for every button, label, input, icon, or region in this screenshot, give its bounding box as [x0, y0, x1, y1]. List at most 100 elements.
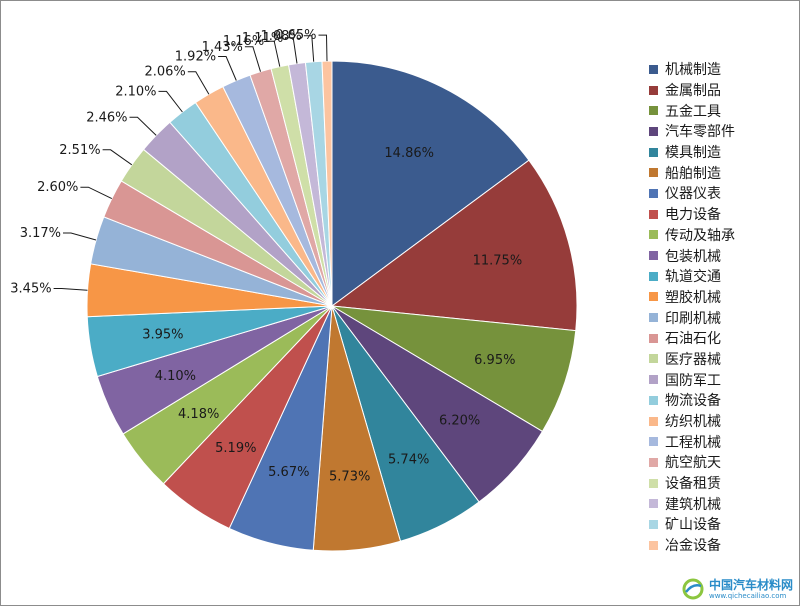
legend-label: 船舶制造 [665, 165, 721, 182]
data-label: 14.86% [384, 146, 434, 161]
legend-swatch [649, 209, 658, 219]
legend-item: 设备租赁 [649, 473, 789, 494]
legend-label: 轨道交通 [665, 269, 721, 286]
leader-line [266, 40, 281, 67]
watermark-title: 中国汽车材料网 [708, 577, 793, 592]
data-label: 4.10% [155, 369, 196, 384]
leader-line [244, 46, 261, 72]
legend-item: 石油石化 [649, 328, 789, 349]
data-label: 2.51% [59, 143, 100, 158]
legend-item: 建筑机械 [649, 493, 789, 514]
legend-swatch [649, 478, 658, 488]
data-label: 1.92% [175, 50, 216, 65]
legend-item: 物流设备 [649, 390, 789, 411]
legend-item: 金属制品 [649, 80, 789, 101]
legend-item: 国防军工 [649, 369, 789, 390]
data-label: 3.95% [142, 328, 183, 343]
legend-swatch [649, 126, 658, 136]
legend-item: 纺织机械 [649, 411, 789, 432]
leader-line [158, 90, 183, 113]
data-label: 1.08% [260, 29, 301, 44]
legend-swatch [649, 188, 658, 198]
legend-label: 医疗器械 [665, 351, 721, 368]
data-label: 5.74% [388, 452, 429, 467]
legend-item: 船舶制造 [649, 162, 789, 183]
legend-item: 传动及轴承 [649, 225, 789, 246]
legend-swatch [649, 292, 658, 302]
data-label: 6.95% [474, 353, 515, 368]
legend-label: 机械制造 [665, 62, 721, 79]
leader-line [187, 71, 210, 95]
data-label: 11.75% [473, 254, 523, 269]
data-label: 1.16% [223, 34, 264, 49]
leader-line [80, 186, 113, 200]
data-label: 5.19% [215, 441, 256, 456]
legend-item: 五金工具 [649, 100, 789, 121]
leader-line [285, 37, 298, 64]
legend-swatch [649, 375, 658, 385]
data-label: 5.73% [329, 470, 370, 485]
leader-lines [53, 34, 328, 291]
legend-item: 汽车零部件 [649, 121, 789, 142]
legend-swatch [649, 64, 658, 74]
legend-label: 塑胶机械 [665, 289, 721, 306]
watermark-logo-icon [682, 578, 704, 600]
legend: 机械制造金属制品五金工具 汽车零部件模具制造船舶制造 仪器仪表电力设备传动及轴承包装… [649, 59, 789, 556]
legend-item: 航空航天 [649, 452, 789, 473]
pie-slices [86, 60, 578, 552]
data-label: 2.06% [144, 65, 185, 80]
legend-label: 冶金设备 [665, 538, 721, 555]
legend-swatch [649, 354, 658, 364]
legend-swatch [649, 147, 658, 157]
legend-swatch [649, 540, 658, 550]
legend-swatch [649, 313, 658, 323]
watermark-url: www.qichecailiao.com [708, 591, 787, 600]
legend-swatch [649, 416, 658, 426]
legend-swatch [649, 168, 658, 178]
watermark: 中国汽车材料网 www.qichecailiao.com [681, 577, 793, 601]
legend-label: 模具制造 [665, 145, 721, 162]
data-label: 3.45% [10, 282, 51, 297]
legend-item: 塑胶机械 [649, 287, 789, 308]
legend-label: 包装机械 [665, 248, 721, 265]
legend-swatch [649, 271, 658, 281]
legend-label: 物流设备 [665, 393, 721, 410]
legend-item: 电力设备 [649, 204, 789, 225]
legend-swatch [649, 457, 658, 467]
legend-label: 金属制品 [665, 83, 721, 100]
legend-item: 工程机械 [649, 431, 789, 452]
legend-swatch [649, 333, 658, 343]
legend-label: 设备租赁 [665, 476, 721, 493]
legend-item: 机械制造 [649, 59, 789, 80]
legend-label: 电力设备 [665, 207, 721, 224]
legend-label: 印刷机械 [665, 310, 721, 327]
legend-swatch [649, 395, 658, 405]
data-label: 0.65% [275, 28, 316, 43]
legend-label: 矿山设备 [665, 517, 721, 534]
legend-item: 仪器仪表 [649, 183, 789, 204]
leader-line [63, 232, 97, 241]
leader-line [218, 56, 237, 81]
leader-line [102, 149, 133, 166]
legend-swatch [649, 85, 658, 95]
legend-swatch [649, 251, 658, 261]
legend-item: 模具制造 [649, 142, 789, 163]
data-label: 2.10% [115, 84, 156, 99]
data-label: 5.67% [268, 465, 309, 480]
legend-label: 纺织机械 [665, 414, 721, 431]
legend-label: 建筑机械 [665, 496, 721, 513]
data-label: 2.46% [86, 110, 127, 125]
legend-swatch [649, 519, 658, 529]
legend-label: 石油石化 [665, 331, 721, 348]
legend-item: 医疗器械 [649, 349, 789, 370]
legend-label: 五金工具 [665, 103, 721, 120]
legend-label: 航空航天 [665, 455, 721, 472]
data-label: 1.43% [202, 40, 243, 55]
legend-item: 包装机械 [649, 245, 789, 266]
pie-slice [331, 305, 577, 433]
data-labels: 14.86% 11.75% 6.95% 6.20% 5.74% 5.73% 5.67% 5.1… [10, 28, 522, 485]
legend-label: 传动及轴承 [665, 227, 735, 244]
data-label: 3.17% [20, 226, 61, 241]
pie-slice [331, 60, 530, 307]
